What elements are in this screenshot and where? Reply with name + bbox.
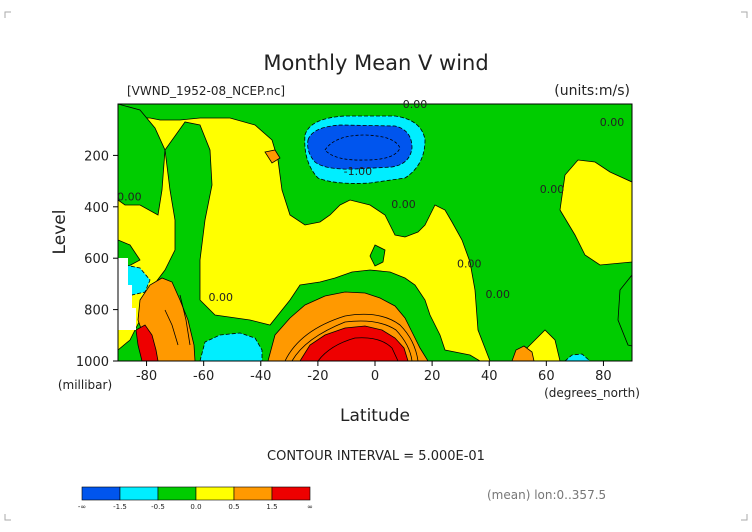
field-negative-max xyxy=(307,124,413,170)
corner-mark xyxy=(4,11,11,18)
colorbar-swatch xyxy=(119,486,159,501)
y-tick-label: 800 xyxy=(84,304,109,319)
colorbar-swatch xyxy=(157,486,197,501)
contour-label: 0.00 xyxy=(540,183,565,196)
colorbar-label: ∞ xyxy=(307,503,313,511)
contour-label: 0.00 xyxy=(391,198,416,211)
x-tick-label: -60 xyxy=(193,369,214,384)
x-tick-label: 80 xyxy=(595,369,612,384)
colorbar-swatch xyxy=(233,486,273,501)
missing-data xyxy=(118,258,136,330)
x-tick-label: 0 xyxy=(371,369,379,384)
colorbar-swatch xyxy=(81,486,121,501)
y-tick-label: 600 xyxy=(84,252,109,267)
y-axis-label: Level xyxy=(50,210,70,255)
colorbar-swatch xyxy=(271,486,311,501)
field-positive-max xyxy=(299,325,409,361)
corner-mark xyxy=(4,514,11,521)
x-tick-label: 40 xyxy=(481,369,498,384)
x-tick-label: 60 xyxy=(538,369,555,384)
contour-label: 0.00 xyxy=(403,98,428,111)
field-negative-strong xyxy=(199,332,263,361)
corner-mark xyxy=(741,514,748,521)
colorbar-swatch xyxy=(195,486,235,501)
field-positive-strong xyxy=(264,149,281,164)
x-axis: -80 -60 -40 -20 0 20 40 60 80 xyxy=(136,361,612,384)
x-axis-units: (degrees_north) xyxy=(544,386,640,400)
colorbar-label: -1.5 xyxy=(113,503,127,511)
contour-label: 0.00 xyxy=(486,288,511,301)
x-tick-label: -80 xyxy=(136,369,157,384)
contour-label: -1.00 xyxy=(344,165,372,178)
y-axis: 200 400 600 800 1000 xyxy=(76,149,118,370)
contour-labels: 0.00 0.00 0.00 0.00 0.00 0.00 0.00 0.00 -1.00 xyxy=(117,98,624,304)
field-positive-max xyxy=(135,324,159,361)
colorbar-label: 1.5 xyxy=(266,503,277,511)
contour-line xyxy=(324,134,401,161)
y-tick-label: 200 xyxy=(84,149,109,164)
field-negative-region xyxy=(369,244,386,267)
y-tick-label: 400 xyxy=(84,201,109,216)
colorbar-label: 0.5 xyxy=(228,503,239,511)
corner-mark xyxy=(741,11,748,18)
x-tick-label: 20 xyxy=(424,369,441,384)
colorbar-label: 0.0 xyxy=(190,503,201,511)
field-negative-region xyxy=(617,274,632,347)
x-tick-label: -40 xyxy=(250,369,271,384)
colorbar: -∞ -1.5 -0.5 0.0 0.5 1.5 ∞ xyxy=(78,486,313,511)
contour-label: 0.00 xyxy=(117,191,142,204)
contour-label: 0.00 xyxy=(457,257,482,270)
mean-label: (mean) lon:0..357.5 xyxy=(487,488,606,502)
contour-label: 0.00 xyxy=(209,291,234,304)
y-tick-label: 1000 xyxy=(76,355,109,370)
field-positive-strong xyxy=(511,345,535,361)
x-axis-label: Latitude xyxy=(340,406,410,426)
contour-interval-label: CONTOUR INTERVAL = 5.000E-01 xyxy=(267,449,485,464)
field-negative-strong xyxy=(564,353,591,361)
contour-line xyxy=(284,313,419,361)
colorbar-label: -0.5 xyxy=(151,503,165,511)
colorbar-label: -∞ xyxy=(78,503,86,511)
contour-line xyxy=(317,337,399,361)
contour-line xyxy=(164,294,191,346)
contour-label: 0.00 xyxy=(600,116,625,129)
dataset-label: [VWND_1952-08_NCEP.nc] xyxy=(127,84,285,98)
contour-field xyxy=(118,104,632,361)
units-label: (units:m/s) xyxy=(554,83,630,99)
x-tick-label: -20 xyxy=(307,369,328,384)
y-axis-units: (millibar) xyxy=(58,378,112,392)
field-negative-region xyxy=(118,104,166,216)
chart-title: Monthly Mean V wind xyxy=(263,51,488,75)
contour-line xyxy=(291,320,413,361)
